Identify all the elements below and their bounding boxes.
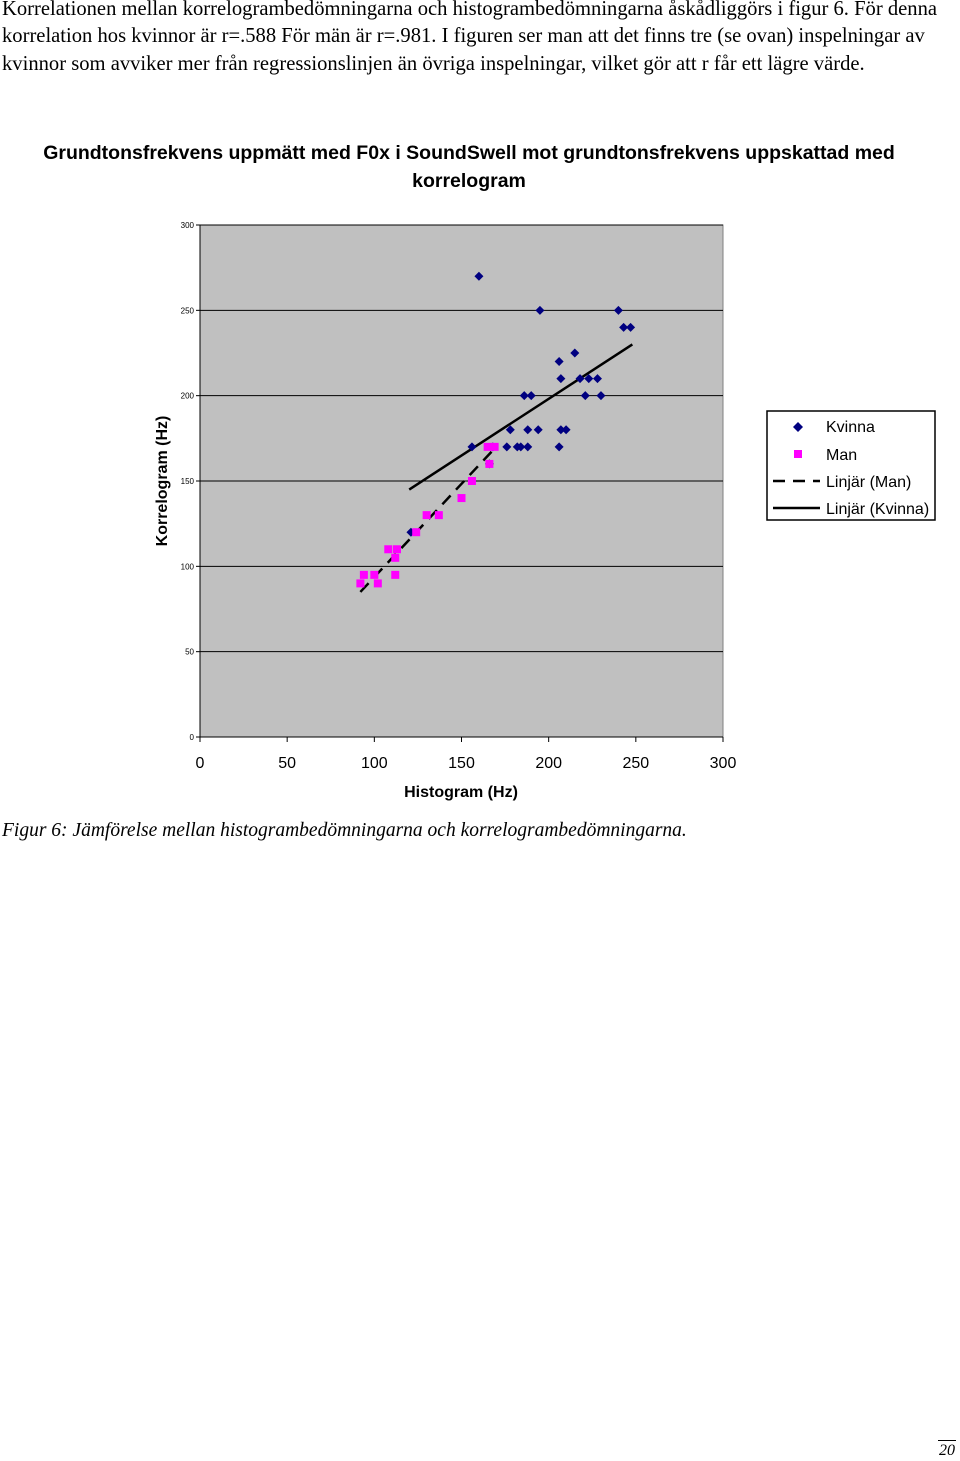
legend-label-linjar-kvinna: Linjär (Kvinna) xyxy=(826,501,929,518)
trendline-kvinna xyxy=(408,343,634,491)
data-point-kvinna xyxy=(526,391,536,401)
data-point-man xyxy=(412,528,421,537)
data-point-kvinna xyxy=(556,374,566,384)
data-point-man xyxy=(391,553,400,562)
data-point-kvinna xyxy=(570,348,580,358)
chart-title-line-1: Grundtonsfrekvens uppmätt med F0x i Soun… xyxy=(43,142,895,164)
data-point-kvinna xyxy=(523,442,533,452)
y-tick-label: 50 xyxy=(185,648,194,657)
legend-marker-kvinna xyxy=(793,422,803,432)
data-point-man xyxy=(483,442,492,451)
figure-6-chart: Grundtonsfrekvens uppmätt med F0x i Soun… xyxy=(0,132,960,820)
data-point-man xyxy=(422,511,431,520)
y-tick-label: 300 xyxy=(181,221,195,230)
data-point-kvinna xyxy=(584,374,594,384)
data-point-man xyxy=(490,442,499,451)
x-axis-label: Histogram (Hz) xyxy=(404,784,518,801)
trendline-man xyxy=(359,449,494,593)
data-point-kvinna xyxy=(554,442,564,452)
x-tick-label: 250 xyxy=(622,755,649,772)
data-point-man xyxy=(359,570,368,579)
data-point-man xyxy=(384,545,393,554)
y-tick-label: 200 xyxy=(181,392,195,401)
data-point-man xyxy=(457,494,466,503)
figure-caption: Figur 6: Jämförelse mellan histogrambedö… xyxy=(2,820,687,841)
page-number: 20 xyxy=(938,1440,956,1459)
x-tick-label: 200 xyxy=(535,755,562,772)
x-tick-label: 300 xyxy=(710,755,737,772)
data-point-kvinna xyxy=(502,442,512,452)
y-axis-label: Korrelogram (Hz) xyxy=(154,416,171,547)
data-point-kvinna xyxy=(575,374,585,384)
data-point-man xyxy=(485,459,494,468)
data-point-kvinna xyxy=(580,391,590,401)
y-tick-label: 0 xyxy=(190,733,195,742)
data-point-kvinna xyxy=(533,425,543,435)
data-point-man xyxy=(370,570,379,579)
data-point-kvinna xyxy=(535,305,545,315)
data-point-kvinna xyxy=(519,391,529,401)
data-point-kvinna xyxy=(619,322,629,332)
data-point-kvinna xyxy=(556,425,566,435)
legend-label-linjar-man: Linjär (Man) xyxy=(826,474,911,491)
data-point-kvinna xyxy=(613,305,623,315)
data-point-kvinna xyxy=(592,374,602,384)
data-point-kvinna xyxy=(516,442,526,452)
legend: Kvinna Man Linjär (Man) Linjär (Kvinna) xyxy=(766,410,936,521)
x-tick-label: 150 xyxy=(448,755,475,772)
y-tick-label: 100 xyxy=(181,562,195,571)
x-tick-label: 0 xyxy=(196,755,205,772)
data-point-man xyxy=(434,511,443,520)
scatter-chart: Grundtonsfrekvens uppmätt med F0x i Soun… xyxy=(0,132,960,820)
data-point-kvinna xyxy=(626,322,636,332)
legend-box xyxy=(766,410,936,521)
y-tick-label: 250 xyxy=(181,306,195,315)
legend-marker-man xyxy=(794,450,802,458)
data-point-man xyxy=(391,570,400,579)
x-tick-label: 50 xyxy=(278,755,296,772)
legend-label-kvinna: Kvinna xyxy=(826,419,875,436)
data-point-kvinna xyxy=(467,442,477,452)
body-paragraph: Korrelationen mellan korrelogrambedömnin… xyxy=(2,0,938,75)
data-point-kvinna xyxy=(523,425,533,435)
legend-label-man: Man xyxy=(826,447,857,464)
data-point-kvinna xyxy=(474,271,484,281)
data-point-man xyxy=(467,477,476,485)
data-point-man xyxy=(392,545,401,554)
y-tick-label: 150 xyxy=(181,477,195,486)
data-point-kvinna xyxy=(596,391,606,401)
data-point-kvinna xyxy=(561,425,571,435)
data-point-kvinna xyxy=(505,425,515,435)
data-point-man xyxy=(356,579,365,588)
data-point-man xyxy=(373,579,382,588)
data-point-kvinna xyxy=(554,357,564,367)
chart-title-line-2: korrelogram xyxy=(412,170,526,192)
x-tick-label: 100 xyxy=(361,755,388,772)
